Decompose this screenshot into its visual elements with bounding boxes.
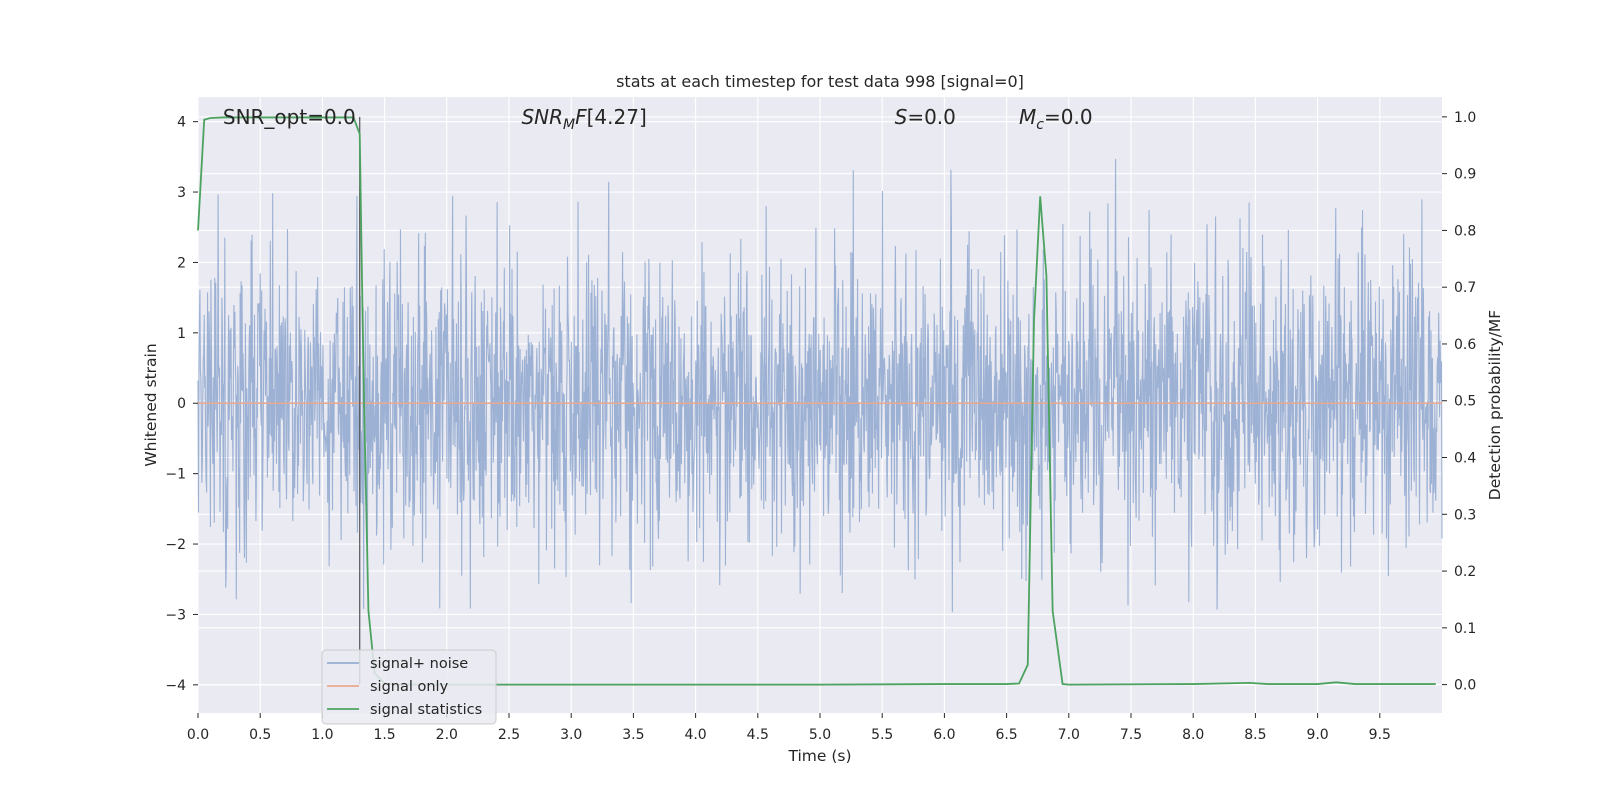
y-tick-label-right: 0.8	[1454, 223, 1476, 239]
y-tick-label-left: 3	[177, 185, 186, 201]
x-axis-label: Time (s)	[787, 747, 851, 765]
y-ticks-left: 4 3 2 1 0 −1 −2 −3 −4	[165, 115, 198, 694]
y-tick-label-left: 0	[177, 396, 186, 412]
y-tick-label-left: 2	[177, 255, 186, 271]
y-tick-label-right: 0.2	[1454, 564, 1476, 580]
x-tick-label: 5.5	[871, 727, 893, 743]
x-tick-label: 9.5	[1369, 727, 1391, 743]
y-tick-label-right: 0.0	[1454, 678, 1476, 694]
annotation-snr-mf: SNRMF[4.27]	[521, 105, 646, 133]
x-tick-label: 1.0	[311, 727, 333, 743]
y-tick-label-left: −4	[165, 678, 186, 694]
y-tick-label-right: 1.0	[1454, 110, 1476, 126]
x-tick-label: 2.0	[436, 727, 458, 743]
annotation-s: S=0.0	[895, 105, 956, 129]
x-tick-label: 7.5	[1120, 727, 1142, 743]
annotation-mc: Mc=0.0	[1019, 105, 1093, 133]
y-tick-label-right: 0.7	[1454, 280, 1476, 296]
y-tick-label-right: 0.5	[1454, 394, 1476, 410]
x-tick-label: 7.0	[1058, 727, 1080, 743]
series-signal-noise	[197, 158, 1443, 613]
x-ticks: 0.0 0.5 1.0 1.5 2.0 2.5 3.0 3.5 4.0 4.5 5.0 5.5 6.0 6…	[187, 713, 1391, 743]
y-ticks-right: 1.0 0.9 0.8 0.7 0.6 0.5 0.4 0.3 0.2 0.1 0.0	[1442, 110, 1476, 694]
x-tick-label: 8.0	[1182, 727, 1204, 743]
y-tick-label-right: 0.6	[1454, 337, 1476, 353]
y-axis-label-right: Detection probability/MF	[1486, 310, 1504, 501]
x-tick-label: 3.0	[560, 727, 582, 743]
y-tick-label-right: 0.9	[1454, 167, 1476, 183]
x-tick-label: 3.5	[622, 727, 644, 743]
y-tick-label-left: 1	[177, 326, 186, 342]
legend-label-signal-noise: signal+ noise	[370, 656, 468, 672]
x-tick-label: 6.5	[995, 727, 1017, 743]
y-tick-label-left: −1	[165, 467, 186, 483]
noise-trace	[197, 158, 1443, 613]
x-tick-label: 8.5	[1244, 727, 1266, 743]
x-tick-label: 9.0	[1306, 727, 1328, 743]
x-tick-label: 1.5	[373, 727, 395, 743]
legend-label-signal-statistics: signal statistics	[370, 702, 482, 718]
y-tick-label-right: 0.1	[1454, 621, 1476, 637]
y-axis-label-left: Whitened strain	[142, 343, 160, 466]
legend: signal+ noise signal only signal statist…	[321, 649, 497, 725]
x-tick-label: 6.0	[933, 727, 955, 743]
annotation-snr-opt: SNR_opt=0.0	[223, 105, 356, 129]
y-tick-label-left: 4	[177, 115, 186, 131]
x-tick-label: 4.5	[747, 727, 769, 743]
x-tick-label: 0.0	[187, 727, 209, 743]
x-tick-label: 5.0	[809, 727, 831, 743]
x-tick-label: 4.0	[684, 727, 706, 743]
legend-box	[321, 649, 497, 725]
y-tick-label-right: 0.4	[1454, 451, 1476, 467]
x-tick-label: 0.5	[249, 727, 271, 743]
y-tick-label-left: −3	[165, 607, 186, 623]
y-tick-label-left: −2	[165, 537, 186, 553]
chart-title: stats at each timestep for test data 998…	[616, 72, 1024, 91]
legend-label-signal-only: signal only	[370, 679, 449, 695]
x-tick-label: 2.5	[498, 727, 520, 743]
y-tick-label-right: 0.3	[1454, 507, 1476, 523]
